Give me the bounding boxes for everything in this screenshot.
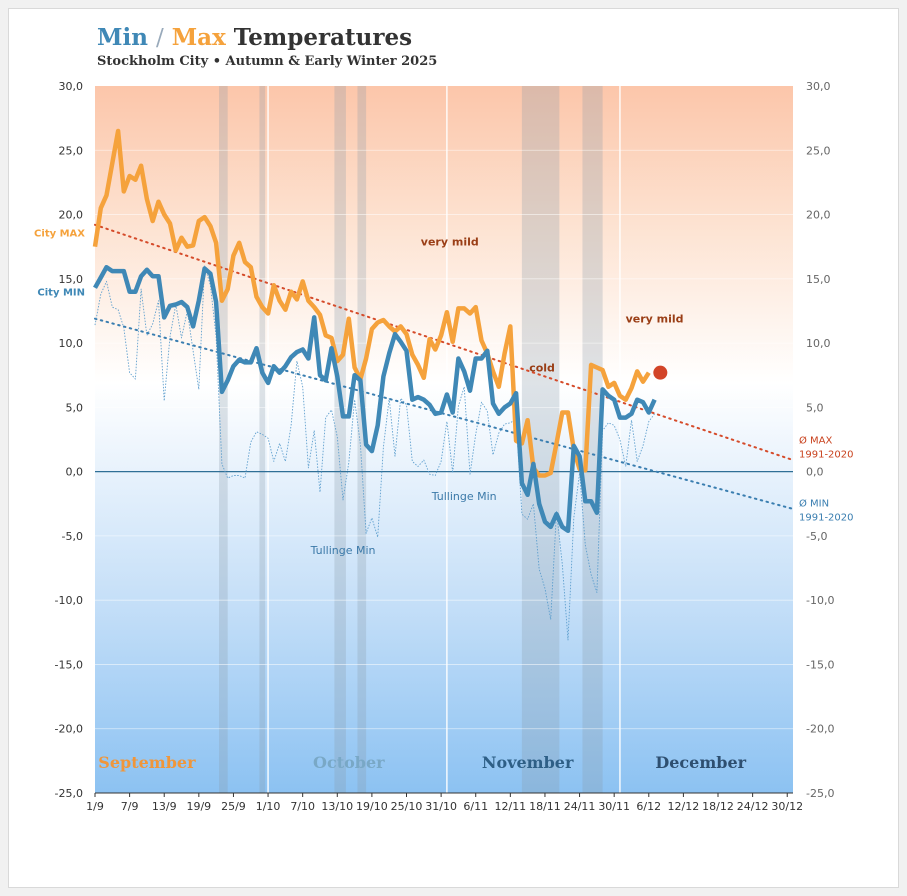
normal-min-period: 1991-2020 — [799, 512, 854, 523]
y-tick-label-right: 20,0 — [806, 209, 831, 222]
month-label: October — [313, 753, 385, 772]
x-tick-label: 30/12 — [771, 800, 803, 813]
annotation-very-mild: very mild — [626, 313, 684, 326]
y-tick-label-right: -5,0 — [806, 530, 827, 543]
x-tick-label: 30/11 — [598, 800, 630, 813]
y-axis-left: 30,0 25,0 20,0 15,0 10,0 5,0 0,0 -5,0 -10,0 -15,0… — [55, 80, 83, 800]
plot-background — [95, 86, 793, 793]
y-tick-label-left: 30,0 — [59, 80, 84, 93]
x-tick-label: 7/9 — [121, 800, 139, 813]
y-tick-label-right: 25,0 — [806, 144, 831, 157]
normal-line — [94, 223, 794, 462]
series-city-min — [93, 264, 657, 534]
y-tick-label-left: 10,0 — [59, 337, 84, 350]
x-tick-label: 6/11 — [463, 800, 488, 813]
y-tick-label-left: -10,0 — [55, 594, 83, 607]
normal-max-label: Ø MAX — [799, 434, 833, 446]
normal-max-period: 1991-2020 — [799, 449, 854, 460]
x-tick-label: 13/9 — [152, 800, 177, 813]
y-tick-label-left: 15,0 — [59, 273, 84, 286]
x-tick-label: 12/11 — [494, 800, 526, 813]
y-tick-label-right: 10,0 — [806, 337, 831, 350]
y-tick-label-left: -25,0 — [55, 787, 83, 800]
cold-spell-band — [219, 86, 228, 793]
y-tick-label-left: 0,0 — [66, 466, 84, 479]
x-tick-label: 25/9 — [221, 800, 246, 813]
y-tick-label-left: -5,0 — [62, 530, 83, 543]
cold-spell-band — [582, 86, 603, 793]
x-tick-label: 24/12 — [737, 800, 769, 813]
month-label: November — [482, 753, 574, 772]
x-tick-label: 19/10 — [356, 800, 388, 813]
month-label: December — [655, 753, 746, 772]
x-tick-label: 24/11 — [564, 800, 596, 813]
month-label: September — [98, 753, 196, 772]
x-tick-label: 1/10 — [256, 800, 281, 813]
normal-line — [94, 317, 794, 510]
x-tick-label: 31/10 — [425, 800, 457, 813]
x-tick-label: 12/12 — [668, 800, 700, 813]
y-tick-label-left: 25,0 — [59, 144, 84, 157]
title-max: Max — [171, 24, 226, 51]
x-tick-label: 13/10 — [321, 800, 353, 813]
label-city-min: City MIN — [37, 288, 85, 299]
x-tick-label: 18/12 — [702, 800, 734, 813]
y-tick-label-left: -15,0 — [55, 658, 83, 671]
y-tick-label-left: 5,0 — [66, 401, 84, 414]
y-tick-label-right: -10,0 — [806, 594, 834, 607]
normal-trend-lines — [94, 223, 794, 510]
title-min: Min — [97, 24, 148, 51]
annotation-tullinge-min: Tullinge Min — [310, 544, 376, 557]
plot-area — [95, 86, 793, 793]
y-tick-label-left: -20,0 — [55, 723, 83, 736]
label-city-max: City MAX — [34, 228, 85, 239]
x-tick-label: 1/9 — [86, 800, 104, 813]
y-tick-label-right: 5,0 — [806, 401, 824, 414]
series-city-max — [92, 128, 651, 478]
y-tick-label-right: 30,0 — [806, 80, 831, 93]
x-tick-label: 18/11 — [529, 800, 561, 813]
y-axis-right: 30,0 25,0 20,0 15,0 10,0 5,0 0,0 -5,0 -10,0 -15,0… — [806, 80, 834, 800]
y-tick-label-left: 20,0 — [59, 209, 84, 222]
x-tick-label: 25/10 — [391, 800, 423, 813]
chart-title: Min / Max Temperatures — [97, 24, 412, 51]
y-tick-label-right: -15,0 — [806, 658, 834, 671]
title-separator: / — [155, 25, 164, 51]
normal-min-label: Ø MIN — [799, 497, 829, 509]
cold-spell-band — [259, 86, 266, 793]
x-axis: 1/9 7/9 13/9 19/9 25/9 1/10 7/10 13/10 19/10 25/1… — [86, 792, 803, 813]
annotation-very-mild: very mild — [421, 235, 479, 248]
title-rest: Temperatures — [233, 24, 413, 51]
x-tick-label: 7/10 — [290, 800, 315, 813]
month-boundaries — [267, 86, 621, 793]
cold-spell-band — [334, 86, 346, 793]
latest-max-point — [653, 365, 668, 380]
chart-labels: September October November December City MAX… — [34, 228, 853, 772]
x-tick-label: 19/9 — [186, 800, 211, 813]
annotation-tullinge-min: Tullinge Min — [431, 490, 497, 503]
series-lines — [92, 128, 668, 641]
y-tick-label-right: 15,0 — [806, 273, 831, 286]
y-tick-label-right: -25,0 — [806, 787, 834, 800]
chart-subtitle: Stockholm City • Autumn & Early Winter 2… — [97, 54, 438, 69]
x-tick-label: 6/12 — [636, 800, 661, 813]
cold-spell-band — [357, 86, 367, 793]
annotation-cold: cold — [529, 361, 555, 374]
series-tullinge-min — [94, 265, 655, 641]
y-tick-label-right: -20,0 — [806, 723, 834, 736]
y-tick-label-right: 0,0 — [806, 466, 824, 479]
